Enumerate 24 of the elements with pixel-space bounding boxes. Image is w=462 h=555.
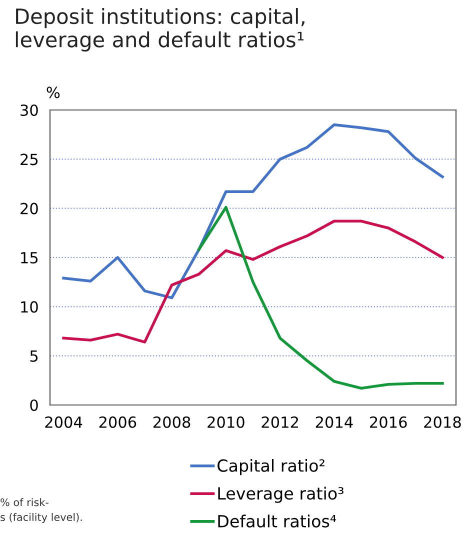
y-tick-label: 25	[20, 154, 38, 166]
y-tick-label: 0	[30, 399, 38, 412]
legend-label: Default ratios⁴	[218, 514, 336, 528]
legend-label: Capital ratio²	[218, 459, 324, 476]
x-tick-label: 2010	[208, 416, 244, 428]
x-tick-label: 2008	[153, 416, 190, 428]
x-tick-label: 2006	[99, 416, 136, 428]
legend-label: Leverage ratio³	[218, 486, 344, 503]
y-axis-title: %	[46, 86, 60, 98]
chart-title: Deposit institutions: capital, leverage and default ratios¹	[16, 8, 304, 52]
line-series	[62, 123, 444, 300]
x-tick-label: 2004	[45, 416, 82, 428]
line-series	[197, 206, 444, 390]
x-tick-label: 2014	[316, 416, 353, 428]
x-tick-label: 2016	[370, 416, 407, 428]
y-tick-label: 30	[20, 104, 38, 116]
y-tick-label: 10	[21, 301, 38, 313]
y-tick-label: 15	[21, 252, 38, 264]
y-tick-label: 20	[20, 202, 38, 214]
y-tick-label: 5	[30, 350, 38, 362]
x-tick-label: 2018	[424, 416, 461, 428]
x-tick-label: 2012	[262, 416, 298, 428]
line-series	[62, 220, 444, 344]
text: % of risk- s (facility level).	[0, 498, 82, 524]
